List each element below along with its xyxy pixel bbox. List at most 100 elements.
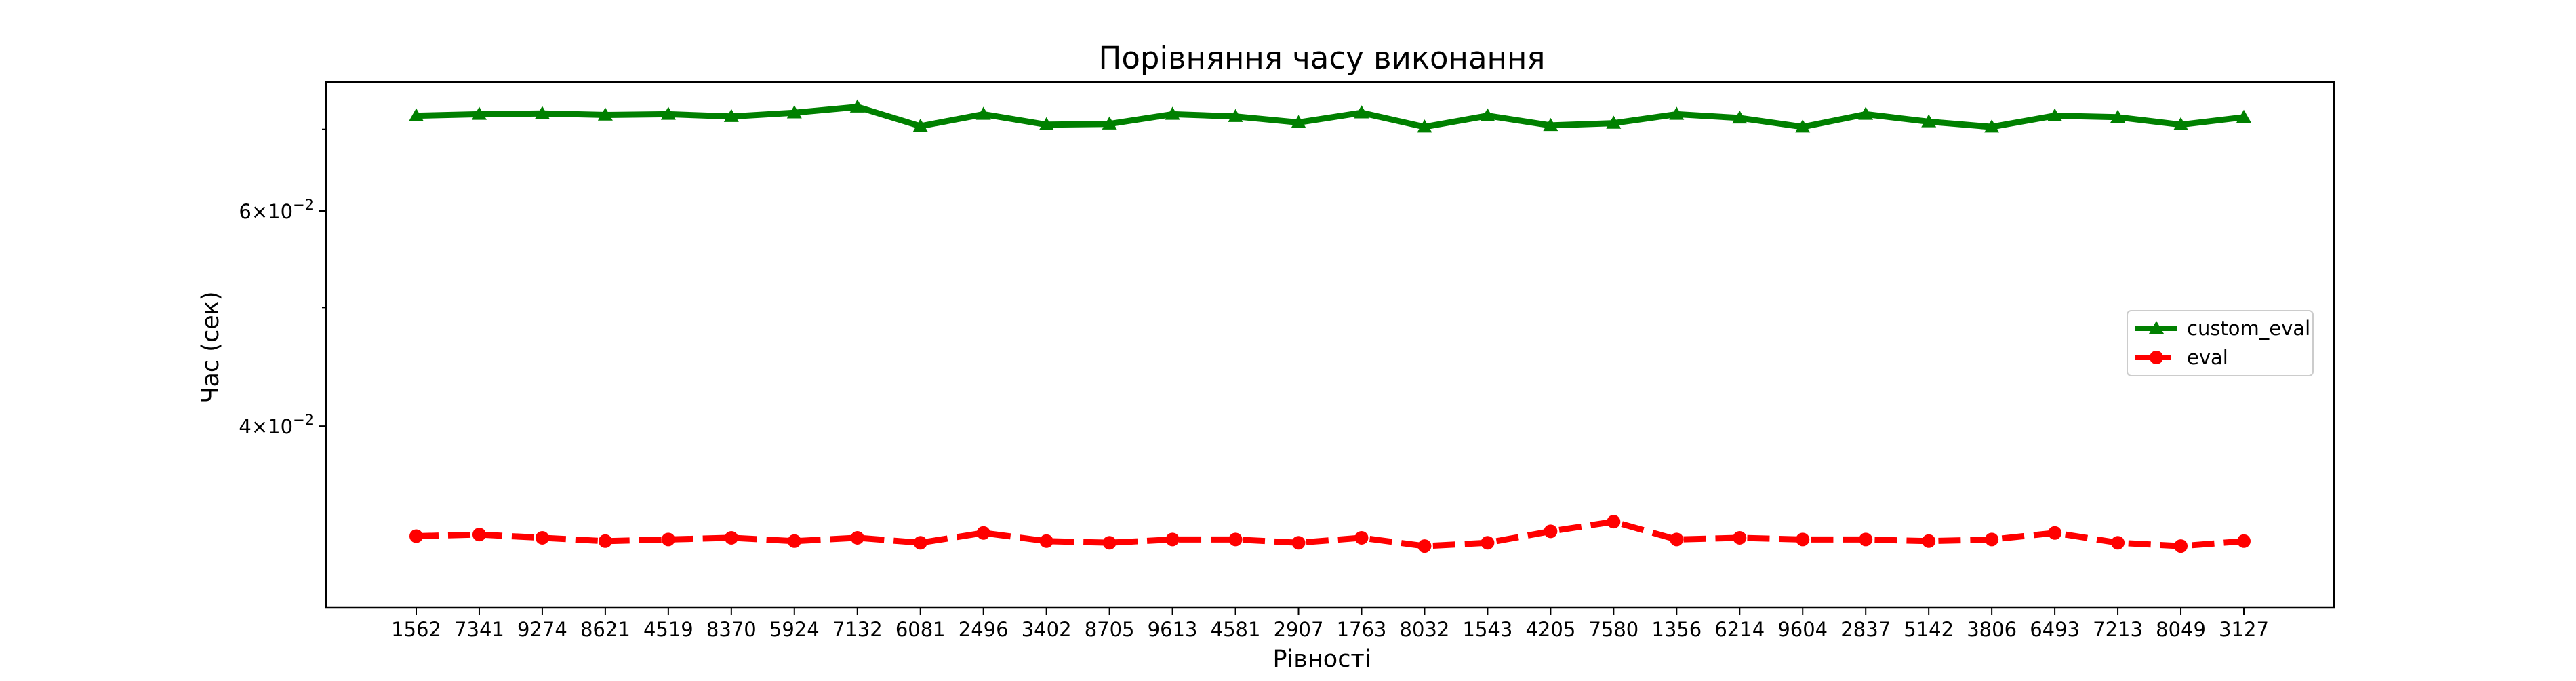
data-point-custom_eval (1795, 119, 1811, 133)
data-point-eval (1228, 532, 1243, 547)
x-tick-label: 8621 (580, 618, 630, 641)
data-point-eval (1796, 532, 1810, 547)
data-point-eval (535, 530, 549, 545)
x-tick-label: 3127 (2219, 618, 2269, 641)
data-point-eval (2048, 526, 2062, 540)
data-point-eval (1102, 536, 1116, 550)
x-tick-label: 1562 (391, 618, 441, 641)
data-point-eval (2174, 539, 2188, 553)
x-tick-label: 6493 (2030, 618, 2080, 641)
data-point-custom_eval (1921, 114, 1937, 128)
data-point-eval (787, 534, 801, 548)
x-tick-label: 4205 (1525, 618, 1575, 641)
data-point-eval (1165, 532, 1180, 547)
data-point-eval (913, 536, 927, 550)
legend-label-eval: eval (2187, 346, 2228, 369)
x-tick-label: 8370 (706, 618, 757, 641)
x-tick-label: 1356 (1651, 618, 1702, 641)
x-tick-label: 4581 (1211, 618, 1261, 641)
data-point-custom_eval (2110, 109, 2126, 123)
data-point-custom_eval (1669, 106, 1685, 120)
data-point-eval (1985, 532, 1999, 547)
data-point-eval (472, 528, 486, 542)
legend-label-custom_eval: custom_eval (2187, 317, 2310, 340)
x-tick-label: 6214 (1714, 618, 1765, 641)
data-point-eval (1670, 532, 1684, 547)
data-point-custom_eval (1984, 119, 2000, 133)
data-point-custom_eval (2047, 108, 2063, 121)
x-tick-label: 8049 (2156, 618, 2206, 641)
data-point-custom_eval (1165, 106, 1180, 120)
y-axis-ticks: 6×10−2 4×10−2 (239, 128, 326, 438)
data-point-eval (409, 529, 423, 543)
data-point-custom_eval (660, 106, 676, 120)
data-point-custom_eval (1417, 119, 1432, 133)
data-point-eval (2237, 534, 2251, 548)
x-tick-label: 4519 (643, 618, 693, 641)
x-tick-label: 6081 (895, 618, 946, 641)
data-point-custom_eval (597, 107, 613, 121)
x-tick-label: 2837 (1840, 618, 1891, 641)
x-tick-label: 7341 (454, 618, 504, 641)
data-point-custom_eval (2236, 109, 2251, 123)
data-point-custom_eval (912, 118, 928, 132)
data-point-custom_eval (1354, 105, 1369, 119)
legend-marker-eval (2150, 351, 2163, 364)
data-point-eval (1354, 530, 1369, 545)
data-point-custom_eval (849, 99, 865, 113)
x-tick-label: 9274 (517, 618, 567, 641)
data-point-custom_eval (534, 106, 550, 119)
y-axis-label: Час (сек) (197, 291, 224, 403)
data-point-custom_eval (2173, 117, 2189, 131)
x-tick-label: 7580 (1588, 618, 1638, 641)
x-tick-label: 1543 (1463, 618, 1513, 641)
data-point-custom_eval (471, 106, 487, 120)
x-axis-ticks: 1562 7341 9274 8621 4519 8370 5924 7132 6081 2496… (391, 608, 2269, 641)
x-tick-label: 2907 (1274, 618, 1324, 641)
data-point-eval (1859, 532, 1873, 547)
data-point-custom_eval (975, 106, 991, 120)
x-tick-label: 3402 (1022, 618, 1072, 641)
data-point-custom_eval (1039, 117, 1054, 131)
x-tick-label: 8705 (1085, 618, 1135, 641)
data-point-eval (1607, 515, 1621, 529)
plot-area-frame (325, 81, 2335, 609)
x-tick-label: 3806 (1967, 618, 2017, 641)
data-point-eval (1481, 536, 1495, 550)
data-point-custom_eval (1732, 110, 1748, 124)
data-point-eval (1039, 534, 1053, 548)
x-tick-label: 5142 (1904, 618, 1954, 641)
data-point-custom_eval (786, 105, 802, 119)
legend-marker-custom_eval (2149, 321, 2164, 334)
data-point-custom_eval (1228, 109, 1243, 122)
data-point-eval (598, 534, 612, 548)
data-point-eval (1733, 530, 1747, 545)
data-point-custom_eval (1102, 116, 1117, 130)
series-line-custom_eval (416, 104, 2245, 130)
data-point-custom_eval (1480, 108, 1495, 121)
data-point-eval (1544, 524, 1558, 539)
y-tick-label: 6×10−2 (239, 197, 314, 223)
x-tick-label: 8032 (1400, 618, 1450, 641)
x-tick-label: 5924 (769, 618, 820, 641)
x-tick-label: 7213 (2093, 618, 2143, 641)
data-point-eval (976, 526, 990, 540)
data-point-eval (724, 530, 738, 545)
x-tick-label: 1763 (1337, 618, 1387, 641)
y-tick-label: 4×10−2 (239, 412, 314, 438)
x-tick-label: 7132 (832, 618, 883, 641)
data-point-eval (661, 532, 675, 547)
data-point-custom_eval (1606, 115, 1622, 129)
data-point-custom_eval (1858, 106, 1874, 120)
data-point-custom_eval (723, 109, 739, 122)
data-point-eval (1922, 534, 1936, 548)
data-point-eval (2111, 536, 2125, 550)
x-tick-label: 9604 (1777, 618, 1828, 641)
x-axis-label: Рівності (1272, 646, 1371, 673)
chart-title: Порівняння часу виконання (1099, 40, 1546, 76)
data-point-custom_eval (409, 108, 424, 121)
x-tick-label: 9613 (1148, 618, 1198, 641)
data-point-custom_eval (1543, 117, 1558, 132)
